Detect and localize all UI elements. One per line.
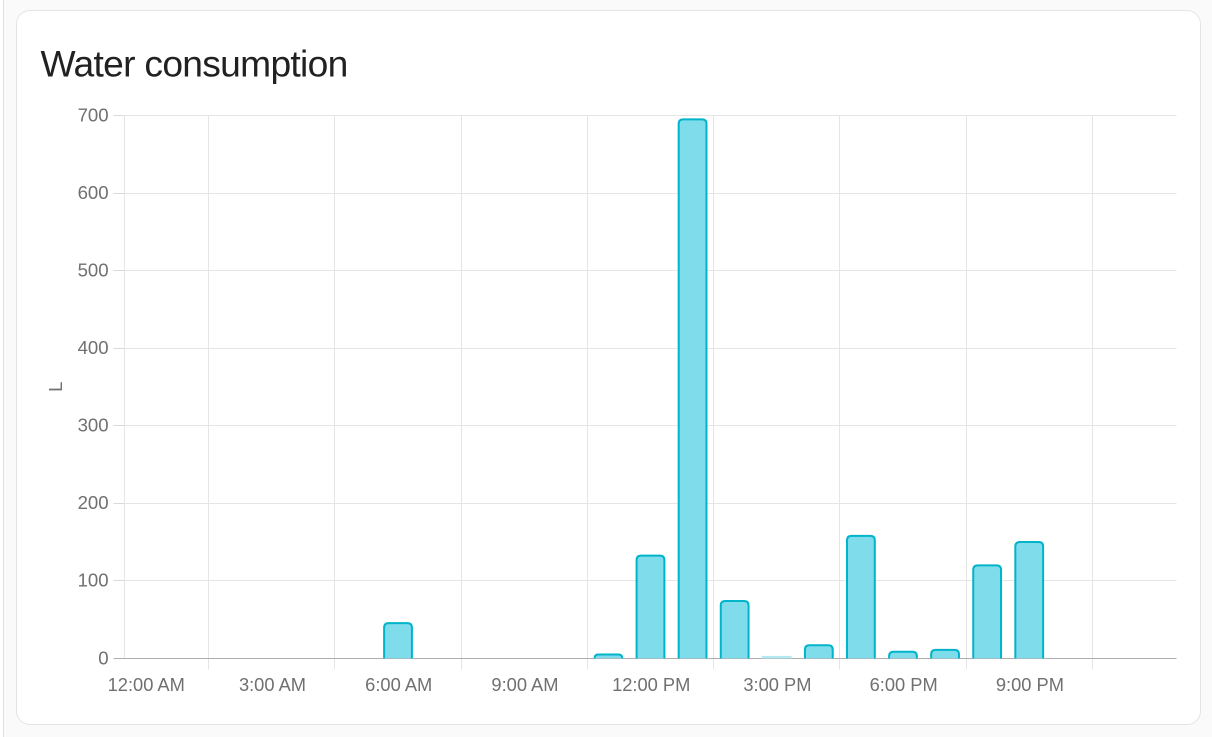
svg-text:9:00 PM: 9:00 PM bbox=[996, 674, 1064, 695]
svg-text:200: 200 bbox=[78, 492, 109, 513]
svg-text:3:00 AM: 3:00 AM bbox=[239, 674, 306, 695]
svg-text:12:00 PM: 12:00 PM bbox=[612, 674, 690, 695]
svg-text:600: 600 bbox=[78, 182, 109, 203]
svg-text:300: 300 bbox=[78, 415, 109, 436]
svg-text:L: L bbox=[45, 382, 66, 392]
svg-text:6:00 PM: 6:00 PM bbox=[870, 674, 938, 695]
svg-text:9:00 AM: 9:00 AM bbox=[491, 674, 558, 695]
svg-text:6:00 AM: 6:00 AM bbox=[365, 674, 432, 695]
svg-text:500: 500 bbox=[78, 260, 109, 281]
svg-text:12:00 AM: 12:00 AM bbox=[108, 674, 185, 695]
svg-text:3:00 PM: 3:00 PM bbox=[743, 674, 811, 695]
svg-text:0: 0 bbox=[98, 647, 108, 668]
svg-text:Water consumption: Water consumption bbox=[41, 42, 348, 84]
svg-text:400: 400 bbox=[78, 337, 109, 358]
svg-text:700: 700 bbox=[78, 104, 109, 125]
svg-text:100: 100 bbox=[78, 570, 109, 591]
